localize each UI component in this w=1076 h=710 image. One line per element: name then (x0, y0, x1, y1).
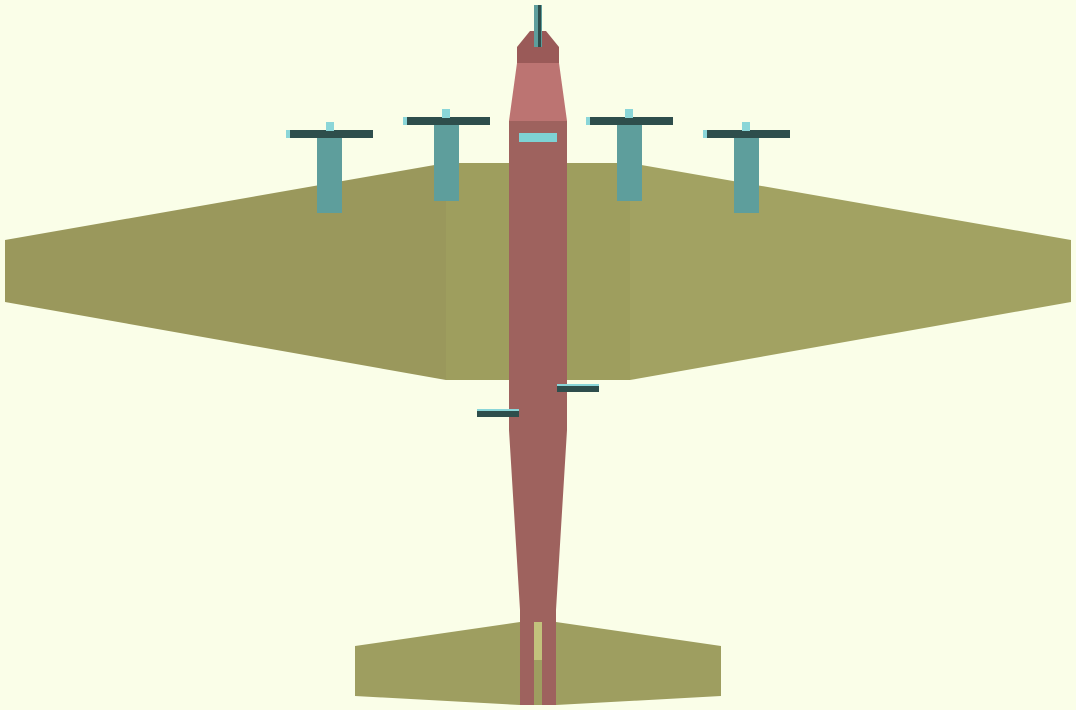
side-gun-right (557, 384, 599, 392)
nose-section (509, 63, 567, 121)
propeller-blade-tip (586, 117, 590, 125)
nacelle (434, 122, 459, 201)
engine-outer-left (286, 122, 373, 213)
wing-left (5, 163, 446, 380)
propeller-blade (589, 117, 673, 125)
side-gun-left (477, 409, 519, 417)
propeller-blade-tip (403, 117, 407, 125)
engine-outer-right (703, 122, 790, 213)
propeller-hub (326, 122, 334, 131)
propeller-blade (406, 117, 490, 125)
tail-left (355, 622, 520, 705)
nacelle (734, 134, 759, 213)
nose-gun-highlight (538, 5, 541, 47)
nacelle (617, 122, 642, 201)
side-gun-bar (477, 411, 519, 417)
engine-inner-left (403, 109, 490, 201)
propeller-hub (625, 109, 633, 118)
cockpit-canopy (519, 133, 557, 142)
wing-right (630, 163, 1071, 380)
side-gun-top (557, 384, 599, 386)
propeller-blade (706, 130, 790, 138)
propeller-blade-tip (703, 130, 707, 138)
nose-gun (534, 5, 542, 47)
horizontal-stabilizer (355, 622, 721, 705)
nacelle (317, 134, 342, 213)
side-gun-top (477, 409, 519, 411)
fuselage (509, 31, 567, 705)
tail-right (556, 622, 721, 705)
propeller-hub (442, 109, 450, 118)
tail-center-strip (534, 660, 542, 705)
fuselage-body (509, 121, 567, 705)
engine-inner-right (586, 109, 673, 201)
propeller-blade (289, 130, 373, 138)
side-gun-bar (557, 386, 599, 392)
propeller-hub (742, 122, 750, 131)
propeller-blade-tip (286, 130, 290, 138)
tail-stripe (534, 622, 542, 660)
